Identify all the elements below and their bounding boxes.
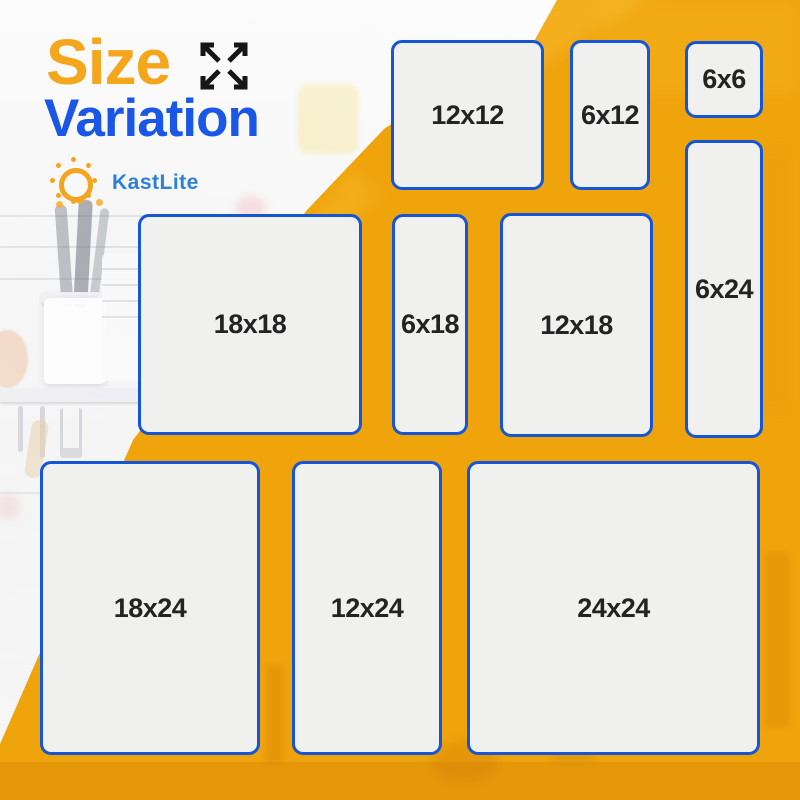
sun-ray-dot <box>86 163 91 168</box>
size-panel-6x12: 6x12 <box>570 40 650 190</box>
sun-ray-dot <box>56 193 61 198</box>
sun-ray-dot <box>71 157 76 162</box>
size-panel-label: 18x24 <box>113 592 187 623</box>
sun-ray-dot <box>92 178 97 183</box>
sun-icon <box>59 168 93 202</box>
sun-ray-dot <box>56 163 61 168</box>
size-panel-label: 6x18 <box>400 309 460 339</box>
expand-arrows-icon <box>200 42 248 90</box>
brand-logo: KastLite <box>46 152 266 212</box>
size-panel-18x18: 18x18 <box>138 214 362 435</box>
size-panel-label: 6x6 <box>702 64 746 94</box>
sun-ray-dot <box>86 193 91 198</box>
size-panel-18x24: 18x24 <box>40 461 260 755</box>
page-title-variation: Variation <box>44 89 260 148</box>
sun-ray-dot <box>71 199 76 204</box>
size-panel-label: 18x18 <box>213 309 287 339</box>
size-panel-label: 6x12 <box>580 99 640 130</box>
size-panel-6x18: 6x18 <box>392 214 468 435</box>
sun-ray-dot <box>50 178 55 183</box>
workbench-shadow-band <box>0 762 800 800</box>
size-panel-12x18: 12x18 <box>500 213 653 437</box>
size-panel-6x6: 6x6 <box>685 41 763 118</box>
size-panel-12x24: 12x24 <box>292 461 442 755</box>
size-panel-label: 12x24 <box>330 592 404 623</box>
size-panel-label: 24x24 <box>577 592 650 623</box>
brand-name: KastLite <box>112 171 199 194</box>
yellow-texture <box>765 552 789 727</box>
size-panel-12x12: 12x12 <box>391 40 544 190</box>
size-panel-label: 6x24 <box>694 273 754 304</box>
size-panel-label: 12x12 <box>431 99 504 130</box>
yellow-texture <box>266 665 284 763</box>
size-panel-6x24: 6x24 <box>685 140 763 438</box>
size-panel-24x24: 24x24 <box>467 461 760 755</box>
page-title-size: Size <box>46 26 171 98</box>
size-panel-label: 12x18 <box>540 309 613 340</box>
